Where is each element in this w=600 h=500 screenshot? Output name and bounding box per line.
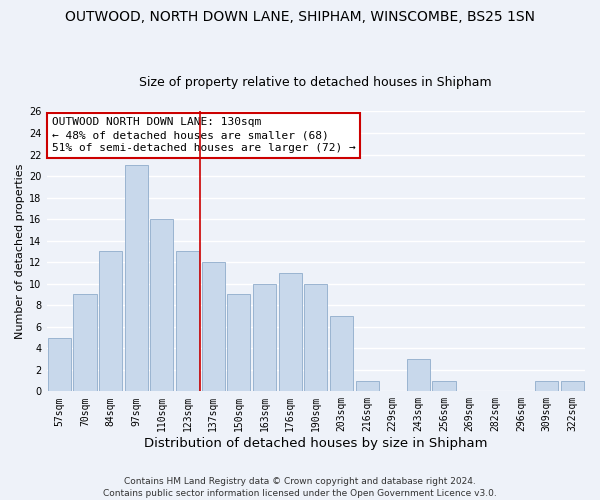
Bar [151,219,173,392]
Bar [202,262,225,392]
Text: OUTWOOD, NORTH DOWN LANE, SHIPHAM, WINSCOMBE, BS25 1SN: OUTWOOD, NORTH DOWN LANE, SHIPHAM, WINSC… [65,10,535,24]
Title: Size of property relative to detached houses in Shipham: Size of property relative to detached ho… [139,76,492,90]
Bar [356,380,379,392]
Bar [560,380,584,392]
Text: OUTWOOD NORTH DOWN LANE: 130sqm
← 48% of detached houses are smaller (68)
51% of: OUTWOOD NORTH DOWN LANE: 130sqm ← 48% of… [52,117,356,154]
Bar [433,380,455,392]
Bar [304,284,328,392]
Bar [330,316,353,392]
Bar [278,273,302,392]
Bar [99,252,122,392]
Bar [73,294,97,392]
Bar [535,380,558,392]
Bar [407,359,430,392]
Y-axis label: Number of detached properties: Number of detached properties [15,164,25,339]
Bar [176,252,199,392]
Bar [253,284,276,392]
Bar [125,166,148,392]
Text: Contains HM Land Registry data © Crown copyright and database right 2024.
Contai: Contains HM Land Registry data © Crown c… [103,476,497,498]
Bar [48,338,71,392]
Bar [227,294,250,392]
X-axis label: Distribution of detached houses by size in Shipham: Distribution of detached houses by size … [144,437,488,450]
